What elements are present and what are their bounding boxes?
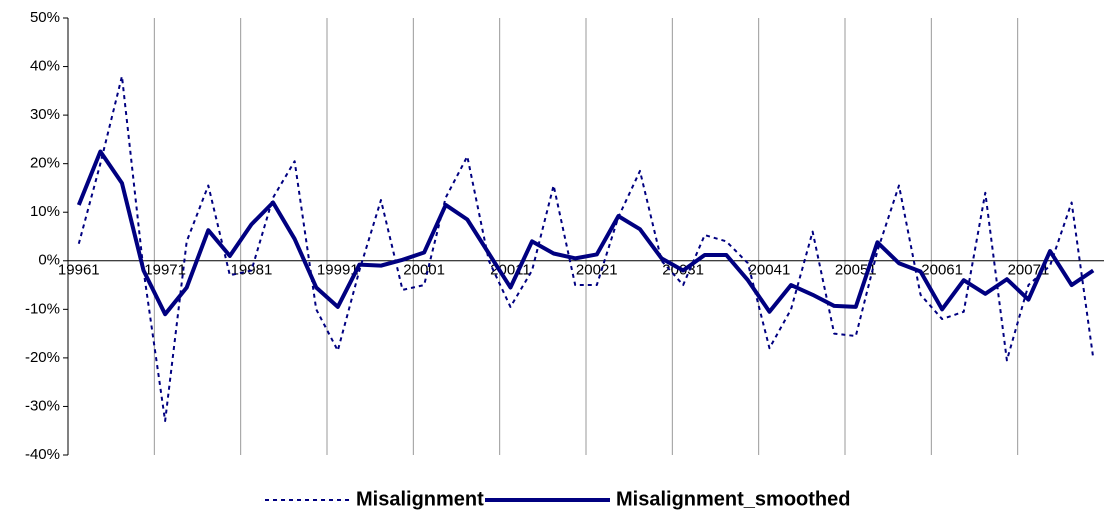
- legend-label: Misalignment_smoothed: [616, 488, 850, 510]
- y-tick-label: -20%: [25, 349, 60, 366]
- y-tick-label: 40%: [30, 58, 60, 75]
- y-tick-label: 10%: [30, 203, 60, 220]
- y-tick-label: 50%: [30, 9, 60, 26]
- x-tick-label: 20061: [921, 262, 963, 279]
- legend-label: Misalignment: [356, 488, 484, 510]
- y-tick-label: -10%: [25, 300, 60, 317]
- series-line: [77, 75, 1095, 423]
- y-tick-label: -30%: [25, 397, 60, 414]
- x-tick-label: 20021: [576, 262, 618, 279]
- y-tick-label: 0%: [38, 252, 60, 269]
- y-tick-label: 30%: [30, 106, 60, 123]
- x-tick-label: 19981: [231, 262, 273, 279]
- x-tick-label: 20001: [403, 262, 445, 279]
- series-line: [76, 149, 1095, 317]
- x-tick-label: 19961: [58, 262, 100, 279]
- x-tick-label: 20041: [749, 262, 791, 279]
- y-tick-label: -40%: [25, 446, 60, 463]
- x-tick-label: 19971: [144, 262, 186, 279]
- y-tick-label: 20%: [30, 155, 60, 172]
- x-tick-label: 19991: [317, 262, 359, 279]
